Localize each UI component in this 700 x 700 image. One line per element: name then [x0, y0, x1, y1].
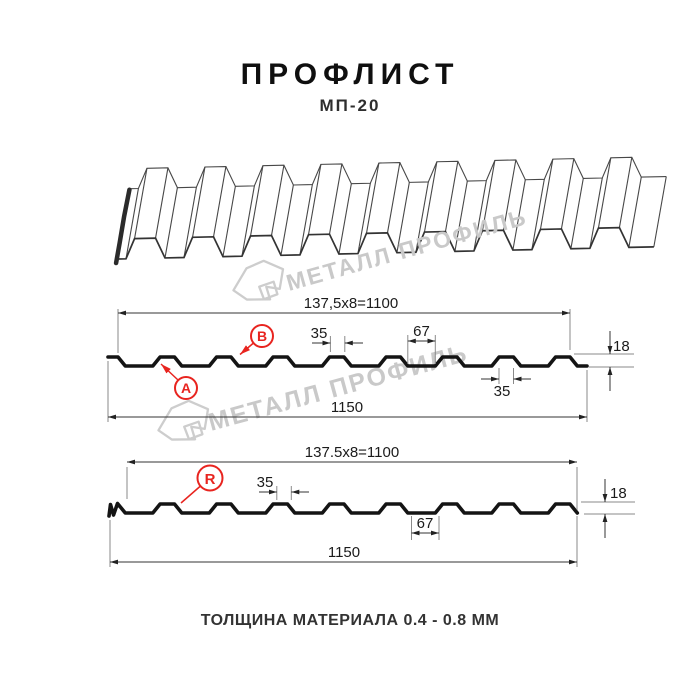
- cross-section-profiles: [106, 355, 589, 518]
- drawing-line: [415, 181, 429, 253]
- drawing-line: [328, 163, 343, 235]
- drawing-line: [154, 167, 169, 239]
- profile-model-subtitle: МП-20: [319, 96, 381, 115]
- dim-rib-top-width: 35: [311, 325, 328, 342]
- drawing-line: [249, 165, 264, 237]
- dim-rib-top-width-bottom: 35: [257, 474, 274, 491]
- dim-overall-width-bottom: 1150: [328, 544, 360, 561]
- callout-label-r: R: [205, 471, 216, 488]
- drawing-line: [239, 342, 254, 356]
- dimensions-top-profile: 137,5x8=1100 1150 35 67 35 18: [107, 295, 634, 422]
- profile-section-top: [106, 355, 589, 368]
- drawing-line: [258, 280, 279, 301]
- drawing-line: [539, 159, 554, 230]
- drawing-line: [222, 186, 236, 257]
- material-thickness-note: ТОЛЩИНА МАТЕРИАЛА 0.4 - 0.8 ММ: [200, 612, 500, 629]
- drawing-line: [396, 182, 410, 253]
- callout-label-b: B: [257, 328, 267, 344]
- drawing-line: [481, 160, 496, 231]
- dim-rib-bottom-width: 35: [494, 383, 511, 400]
- drawing-line: [183, 187, 197, 258]
- dim-height-top: 18: [613, 338, 630, 355]
- watermark-text-bottom: МЕТАЛЛ ПРОФИЛЬ: [205, 339, 471, 437]
- metall-profil-logo-watermark-top: [232, 259, 285, 301]
- drawing-line: [423, 161, 438, 233]
- drawing-line: [454, 180, 468, 252]
- drawing-line: [134, 168, 148, 239]
- dim-module-width-top: 137,5x8=1100: [304, 295, 398, 312]
- drawing-line: [157, 399, 210, 441]
- dim-module-width-bottom: 137.5x8=1100: [305, 444, 399, 461]
- drawing-line: [502, 159, 517, 231]
- callout-circle-b: [250, 324, 274, 348]
- drawing-line: [531, 179, 545, 250]
- drawing-line: [299, 184, 313, 255]
- callout-circle-a: [174, 376, 198, 400]
- dim-height-bottom: 18: [610, 485, 627, 502]
- drawing-line: [597, 157, 612, 229]
- drawing-line: [160, 363, 179, 381]
- drawing-line: [180, 485, 201, 504]
- drawing-line: [512, 179, 526, 251]
- drawing-line: [589, 177, 603, 249]
- drawing-line: [653, 176, 667, 247]
- drawing-line: [473, 180, 487, 252]
- dim-valley-width-top: 67: [413, 323, 430, 340]
- drawing-line: [241, 185, 255, 257]
- drawing-line: [270, 165, 285, 236]
- drawing-line: [232, 259, 285, 301]
- drawing-line: [113, 187, 132, 266]
- drawing-line: [338, 183, 352, 255]
- drawing-line: [570, 178, 584, 249]
- metall-profil-logo-watermark-bottom: [157, 399, 210, 441]
- drawing-line: [191, 166, 206, 238]
- callout-label-a: A: [181, 380, 191, 396]
- watermark-text-top: МЕТАЛЛ ПРОФИЛЬ: [283, 203, 530, 295]
- profile-section-bottom: [107, 501, 580, 518]
- drawing-line: [164, 187, 178, 259]
- drawing-line: [280, 184, 294, 256]
- drawing-line: [560, 158, 575, 230]
- drawing-line: [618, 157, 633, 228]
- page-title: ПРОФЛИСТ: [240, 58, 460, 91]
- drawing-line: [130, 156, 667, 190]
- dimensions-bottom-profile: 137.5x8=1100 35 67 18 1150: [109, 444, 635, 567]
- dim-valley-width-bottom: 67: [417, 515, 434, 532]
- drawing-line: [365, 162, 380, 234]
- callout-labels: A B R: [160, 324, 274, 504]
- drawing-line: [307, 164, 322, 235]
- drawing-line: [183, 420, 204, 441]
- sheet-3d-view: [113, 156, 667, 266]
- drawing-line: [117, 226, 654, 260]
- dim-overall-width-top: 1150: [331, 399, 363, 416]
- drawing-line: [212, 166, 227, 237]
- drawing-line: [386, 162, 401, 233]
- drawing-line: [444, 161, 459, 232]
- drawing-line: [357, 183, 371, 254]
- drawing-line: [125, 188, 139, 259]
- drawing-line: [628, 177, 642, 248]
- callout-circle-r: [196, 464, 224, 492]
